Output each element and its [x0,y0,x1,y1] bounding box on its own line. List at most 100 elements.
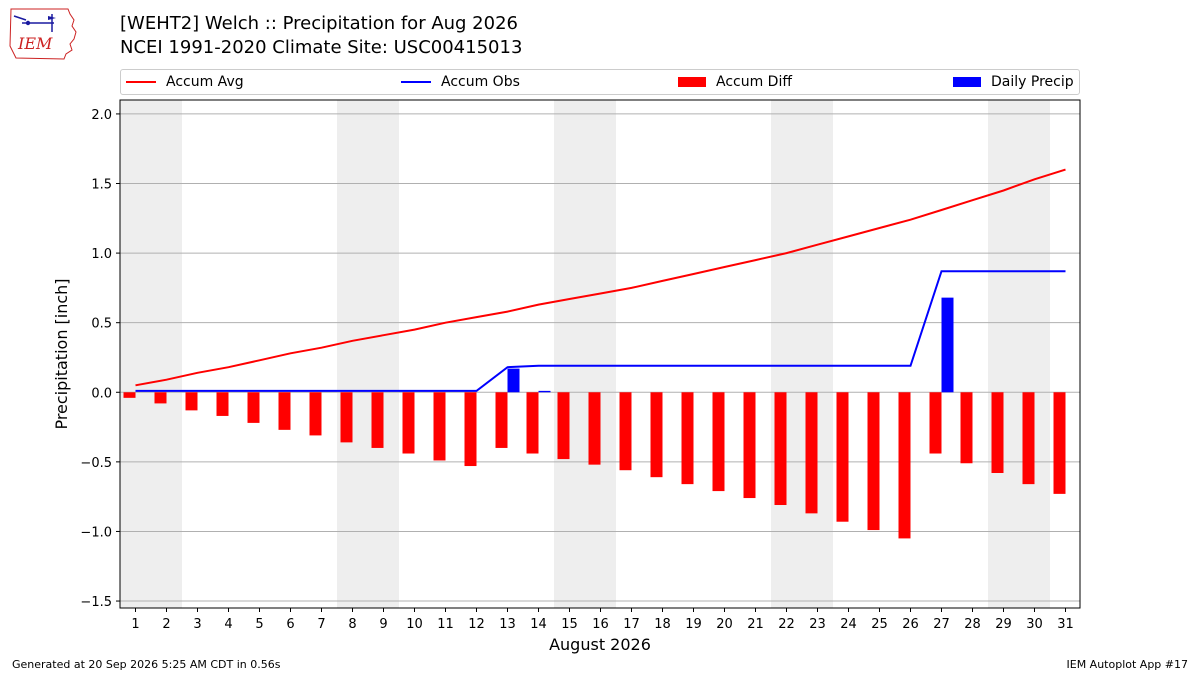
logo-text: IEM [17,34,53,53]
x-tick-label: 31 [1057,617,1074,632]
iem-logo: IEM [9,8,77,60]
weekend-band [771,100,833,608]
accum-diff-bar [309,392,322,436]
y-tick-label: 1.0 [91,247,112,262]
x-tick-label: 28 [964,617,981,632]
accum-diff-bar [402,392,415,454]
x-tick-label: 13 [499,617,516,632]
accum-diff-bar [1053,392,1066,494]
app-credit: IEM Autoplot App #17 [1066,658,1189,671]
accum-diff-bar [929,392,942,454]
accum-diff-bar [867,392,880,531]
accum-diff-bar [898,392,911,539]
accum-diff-bar [464,392,477,467]
x-tick-label: 3 [193,617,201,632]
x-tick-label: 25 [871,617,888,632]
accum-diff-bar [588,392,601,465]
x-tick-label: 1 [131,617,139,632]
generated-timestamp: Generated at 20 Sep 2026 5:25 AM CDT in … [12,658,281,671]
x-tick-label: 24 [840,617,857,632]
daily-precip-bar [538,390,551,393]
x-tick-label: 23 [809,617,826,632]
accum-diff-bar [526,392,539,454]
x-tick-label: 16 [592,617,609,632]
accum-diff-bar [743,392,756,499]
x-tick-label: 14 [530,617,547,632]
x-tick-label: 19 [685,617,702,632]
legend-swatch [953,77,981,87]
legend-item-daily-precip: Daily Precip [953,70,1074,94]
x-tick-label: 4 [224,617,232,632]
x-tick-label: 17 [623,617,640,632]
y-axis: −1.5 −1.0 −0.5 0.0 0.5 1.0 1.5 2.0 [80,108,120,610]
x-tick-label: 6 [286,617,294,632]
accum-diff-bar [278,392,291,430]
x-tick-label: 5 [255,617,263,632]
x-tick-label: 30 [1026,617,1043,632]
accum-diff-bar [433,392,446,461]
x-axis: 1 2 3 4 5 6 7 8 9 10 11 12 13 14 15 16 17 18 19 20 21 22 23 24 2… [131,608,1074,632]
chart-subtitle: NCEI 1991-2020 Climate Site: USC00415013 [120,37,523,58]
accum-diff-bar [712,392,725,492]
accum-diff-bar [371,392,384,448]
x-tick-label: 27 [933,617,950,632]
legend-swatch [401,81,431,83]
x-tick-label: 20 [716,617,733,632]
accum-diff-bar [154,392,167,404]
legend-item-accum-diff: Accum Diff [678,70,792,94]
weekend-band [337,100,399,608]
legend-item-accum-avg: Accum Avg [126,70,244,94]
accum-diff-bar [247,392,260,423]
accum-diff-bar [650,392,663,478]
accum-diff-bar [836,392,849,522]
x-tick-label: 7 [317,617,325,632]
legend-item-accum-obs: Accum Obs [401,70,520,94]
daily-precip-bar [507,368,520,393]
x-tick-label: 2 [162,617,170,632]
x-tick-label: 12 [468,617,485,632]
legend-swatch [678,77,706,87]
accum-diff-bar [185,392,198,411]
accum-diff-bar [681,392,694,485]
y-tick-label: 2.0 [91,108,112,123]
x-tick-label: 8 [348,617,356,632]
legend: Accum Avg Accum Obs Accum Diff Daily Pre… [120,69,1080,95]
x-tick-label: 18 [654,617,671,632]
accum-diff-bar [805,392,818,514]
legend-label: Accum Diff [716,74,793,90]
iowa-outline-icon [9,8,77,60]
x-tick-label: 21 [747,617,764,632]
bars [123,297,1066,539]
accum-diff-bar [557,392,570,460]
accum-diff-bar [123,392,136,398]
accum-diff-bar [495,392,508,448]
y-tick-label: −1.5 [80,595,112,610]
weekend-band [120,100,182,608]
daily-precip-bar [941,297,954,393]
x-tick-label: 22 [778,617,795,632]
accum-avg-line [135,168,1066,387]
y-tick-label: −1.0 [80,525,112,540]
accum-diff-bar [1022,392,1035,485]
accum-diff-bar [340,392,353,443]
y-tick-label: 0.0 [91,386,112,401]
y-tick-label: 1.5 [91,178,112,193]
x-tick-label: 11 [437,617,454,632]
x-tick-label: 26 [902,617,919,632]
accum-diff-bar [619,392,632,471]
chart-title: [WEHT2] Welch :: Precipitation for Aug 2… [120,13,518,34]
y-tick-label: −0.5 [80,456,112,471]
accum-diff-bar [216,392,229,416]
y-tick-label: 0.5 [91,317,112,332]
legend-label: Accum Obs [441,74,520,90]
x-tick-label: 15 [561,617,578,632]
weekend-band [554,100,616,608]
y-axis-label: Precipitation [inch] [52,278,71,429]
accum-diff-bar [774,392,787,506]
legend-label: Accum Avg [166,74,244,90]
lines [135,168,1066,392]
legend-label: Daily Precip [991,74,1074,90]
x-tick-label: 29 [995,617,1012,632]
accum-diff-bar [960,392,973,464]
